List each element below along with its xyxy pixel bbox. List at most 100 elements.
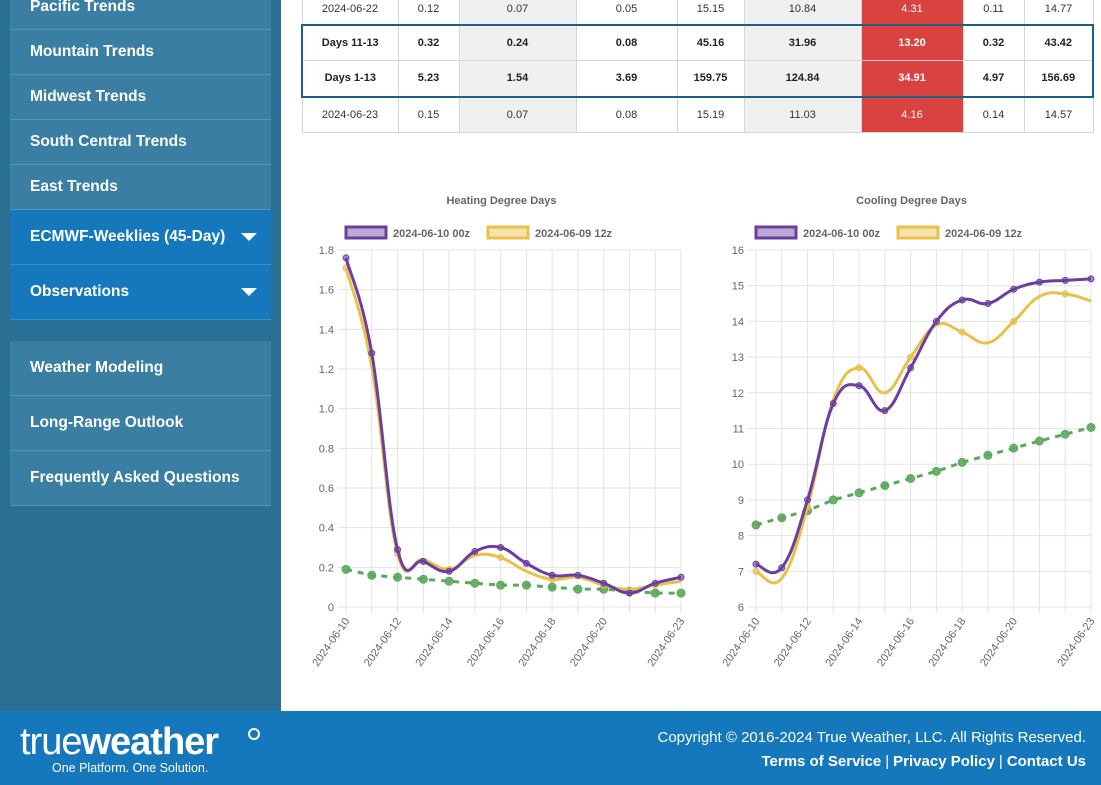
chart-title: Heating Degree Days (446, 195, 556, 207)
data-point (778, 564, 786, 572)
table-cell: 0.15 (397, 96, 460, 133)
footer: trueweather One Platform. One Solution. … (0, 711, 1101, 785)
y-tick-label: 1.0 (319, 404, 334, 416)
table-cell: Days 11-13 (301, 23, 399, 61)
data-point (470, 578, 480, 588)
data-point (547, 582, 557, 592)
data-point (907, 353, 915, 361)
table-cell: 4.16 (860, 96, 964, 133)
table-row: Days 11-13 0.32 0.24 0.08 45.16 31.96 13.20 0.3… (301, 23, 1094, 61)
nav-weather-modeling[interactable]: Weather Modeling (10, 341, 271, 396)
nav-south-central-trends[interactable]: South Central Trends (10, 120, 271, 165)
data-point (625, 589, 633, 597)
degree-days-table: 2024-06-22 0.12 0.07 0.05 15.15 10.84 4.31 0.11… (301, 0, 1094, 133)
contact-link[interactable]: Contact Us (1006, 753, 1086, 770)
data-point (445, 567, 453, 575)
y-tick-label: 14 (732, 316, 744, 328)
privacy-link[interactable]: Privacy Policy (893, 753, 995, 770)
data-point (367, 570, 377, 580)
nav-midwest-trends[interactable]: Midwest Trends (10, 75, 271, 120)
data-point (1034, 436, 1044, 446)
nav-label: Long-Range Outlook (30, 414, 184, 431)
y-tick-label: 9 (738, 495, 744, 507)
table-cell: 0.14 (962, 96, 1025, 133)
legend-label: 2024-06-09 12z (535, 228, 613, 240)
table-cell: 1.54 (458, 60, 577, 98)
x-tick-label: 2024-06-16 (465, 616, 507, 669)
x-tick-label: 2024-06-10 (720, 616, 762, 669)
table-cell: 124.84 (743, 60, 862, 98)
data-point (855, 382, 863, 390)
data-point (368, 349, 376, 357)
data-point (600, 579, 608, 587)
nav-label: Pacific Trends (30, 0, 136, 15)
legend-label: 2024-06-09 12z (945, 228, 1023, 240)
data-point (1009, 443, 1019, 453)
table-cell: Days 1-13 (301, 60, 399, 98)
data-point (1061, 290, 1069, 298)
data-point (957, 457, 967, 467)
table-cell: 31.96 (743, 23, 862, 61)
data-point (497, 553, 505, 561)
nav-label: Midwest Trends (30, 88, 147, 105)
table-cell: 4.97 (962, 60, 1025, 98)
data-point (958, 296, 966, 304)
data-point (521, 580, 531, 590)
table-cell: 0.11 (962, 0, 1025, 25)
x-tick-label: 2024-06-10 (310, 616, 352, 669)
logo-sun-icon (248, 728, 260, 740)
nav-label: East Trends (30, 178, 118, 195)
data-point (880, 481, 890, 491)
data-point (1010, 285, 1018, 293)
logo-part1: true (20, 721, 82, 763)
data-point (855, 364, 863, 372)
data-point (958, 328, 966, 336)
data-point (471, 547, 479, 555)
chevron-down-icon[interactable] (241, 288, 257, 296)
terms-link[interactable]: Terms of Service (761, 753, 882, 770)
data-point (1061, 276, 1069, 284)
y-tick-label: 16 (732, 245, 744, 257)
nav-observations[interactable]: Observations (10, 265, 271, 320)
nav-label: Observations (30, 283, 130, 300)
table-cell: 10.84 (743, 0, 862, 25)
y-tick-label: 13 (732, 352, 744, 364)
y-tick-label: 1.6 (319, 285, 334, 297)
data-point (751, 520, 761, 530)
nav-faq[interactable]: Frequently Asked Questions (10, 451, 271, 506)
data-point (984, 300, 992, 308)
nav-east-trends[interactable]: East Trends (10, 165, 271, 210)
nav-ecmwf-weeklies[interactable]: ECMWF-Weeklies (45-Day) (10, 210, 271, 265)
table-cell: 4.31 (860, 0, 964, 25)
table-cell: 5.23 (397, 60, 460, 98)
nav-pacific-trends[interactable]: Pacific Trends (10, 0, 271, 30)
y-tick-label: 6 (738, 602, 744, 614)
data-point (1087, 275, 1095, 283)
series-line (755, 277, 1092, 575)
y-tick-label: 0.4 (319, 523, 334, 535)
data-point (854, 488, 864, 498)
data-point (804, 496, 812, 504)
table-cell: 0.08 (575, 23, 678, 61)
nav-mountain-trends[interactable]: Mountain Trends (10, 30, 271, 75)
series-line (344, 257, 682, 595)
data-point (548, 571, 556, 579)
x-tick-label: 2024-06-20 (978, 616, 1020, 669)
y-tick-label: 15 (732, 281, 744, 293)
y-tick-label: 8 (738, 531, 744, 543)
logo-wordmark: trueweather (20, 721, 219, 763)
table-cell: 0.32 (962, 23, 1025, 61)
data-point (444, 576, 454, 586)
trueweather-logo[interactable]: trueweather One Platform. One Solution. (20, 721, 260, 775)
y-tick-label: 11 (733, 424, 744, 436)
main-content: 2024-06-22 0.12 0.07 0.05 15.15 10.84 4.31 0.11… (281, 0, 1101, 711)
x-tick-label: 2024-06-12 (362, 616, 404, 669)
nav-long-range-outlook[interactable]: Long-Range Outlook (10, 396, 271, 451)
data-point (829, 400, 837, 408)
chevron-down-icon[interactable] (241, 233, 257, 241)
data-point (651, 579, 659, 587)
table-cell: 3.69 (575, 60, 678, 98)
y-tick-label: 0.8 (319, 443, 334, 455)
heating-degree-days-chart: Heating Degree Days 2024-06-10 00z 2024-06… (291, 180, 691, 680)
table-cell: 0.08 (575, 96, 678, 133)
